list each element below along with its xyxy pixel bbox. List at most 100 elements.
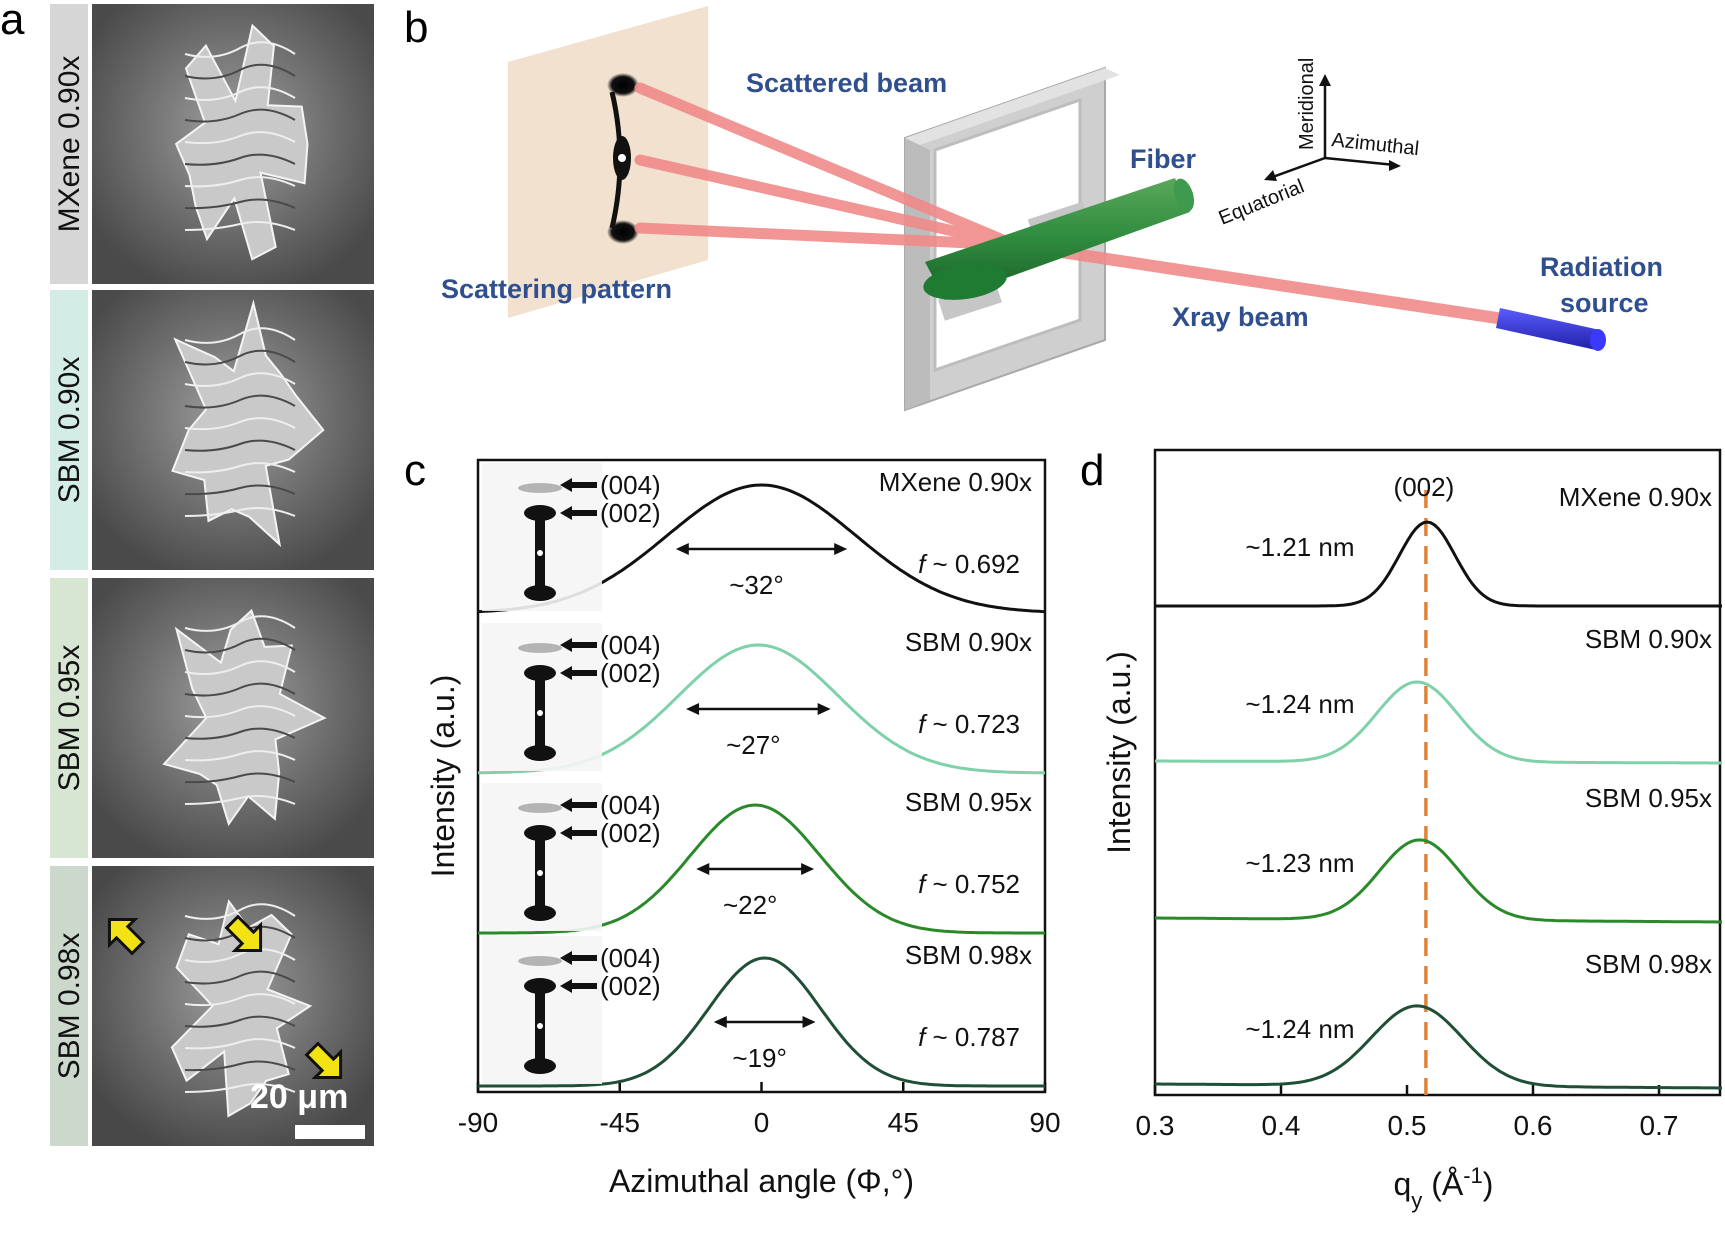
inset-arrow-head [560, 638, 572, 652]
inset-arrow-head [560, 666, 572, 680]
x-axis-label: qy (Å-1) [1394, 1163, 1494, 1213]
panel-c-chart: -90 -45 0 45 90 Azimuthal angle (Φ,°) Intensit… [425, 458, 1061, 1199]
fiber-shape [923, 178, 1195, 300]
panel-letter-b: b [404, 3, 428, 52]
axis-azimuthal-label: Azimuthal [1330, 129, 1420, 160]
fwhm-label: ~22° [723, 890, 778, 920]
detector-screen [508, 6, 708, 318]
radiation-source-shape [1496, 308, 1606, 351]
inset-2d-pattern [482, 623, 602, 771]
panel-b-schematic: Meridional Azimuthal Equatorial Scattere… [441, 6, 1663, 412]
y-axis-label: Intensity (a.u.) [425, 675, 461, 878]
xray-beam-label: Xray beam [1172, 302, 1309, 332]
inset-arrow-head [560, 798, 572, 812]
scattering-pattern-label: Scattering pattern [441, 274, 672, 304]
xray-beam-line [1009, 239, 1516, 326]
x-tick-label: 0.4 [1262, 1110, 1301, 1141]
series-line [478, 956, 1045, 1088]
fwhm-arrow-head [696, 863, 710, 875]
x-tick-label: -90 [458, 1107, 498, 1138]
panel-letter-a: a [0, 0, 25, 44]
inset-arrow-head [560, 951, 572, 965]
fwhm-arrow-head [713, 1016, 727, 1028]
arrow-icon [107, 917, 146, 956]
series-name-label: SBM 0.90x [1585, 624, 1712, 654]
reference-line-label: (002) [1394, 472, 1455, 502]
series-name-label: MXene 0.90x [879, 467, 1032, 497]
series-line [1155, 838, 1722, 924]
x-tick-label: 45 [888, 1107, 919, 1138]
sem-image [92, 290, 374, 570]
d-spacing-label: ~1.24 nm [1245, 1014, 1354, 1044]
series-name-label: SBM 0.98x [905, 940, 1032, 970]
series-name-label: SBM 0.95x [905, 787, 1032, 817]
d-spacing-label: ~1.21 nm [1245, 532, 1354, 562]
axis-meridional-label: Meridional [1296, 58, 1318, 150]
inset-arrow-head [560, 506, 572, 520]
inset-peak-label: (004) [600, 943, 661, 973]
sample-label-bg [50, 4, 88, 284]
inset-2d-pattern [482, 783, 602, 931]
sem-image [92, 4, 374, 284]
orientation-factor-label: f ~ 0.752 [918, 869, 1020, 899]
fwhm-arrow-head [801, 863, 815, 875]
inset-arrow-head [560, 478, 572, 492]
inset-peak-label: (004) [600, 630, 661, 660]
orientation-factor-label: f ~ 0.723 [918, 709, 1020, 739]
fwhm-label: ~19° [732, 1043, 787, 1073]
plot-frame [1153, 448, 1722, 1097]
series-line [1155, 1004, 1722, 1090]
scale-bar: 20 μm [250, 1078, 365, 1139]
x-tick-label: 0.5 [1388, 1110, 1427, 1141]
x-tick-label: 0.3 [1136, 1110, 1175, 1141]
fwhm-arrow-head [817, 703, 831, 715]
fwhm-label: ~27° [726, 730, 781, 760]
arrow-icon [224, 914, 263, 953]
scattered-beams [634, 82, 1021, 251]
series-name-label: MXene 0.90x [1559, 482, 1712, 512]
sem-image [92, 866, 374, 1146]
panel-d-chart: 0.3 0.4 0.5 0.6 0.7 qy (Å-1) Intensity (a.u.) (… [1101, 448, 1722, 1213]
scattering-pattern-image [607, 73, 639, 244]
sem-sample-label: SBM 0.95x [53, 645, 86, 792]
series-line [1155, 680, 1722, 765]
d-spacing-label: ~1.24 nm [1245, 689, 1354, 719]
panel-letter-d: d [1080, 446, 1104, 495]
sample-label-bg [50, 290, 88, 570]
sample-label-bg [50, 578, 88, 858]
sem-sample-label: SBM 0.90x [53, 357, 86, 504]
scattered-beam-label: Scattered beam [746, 68, 947, 98]
fwhm-arrow-head [802, 1016, 816, 1028]
inset-peak-label: (004) [600, 790, 661, 820]
x-tick-label: 90 [1029, 1107, 1060, 1138]
inset-peak-label: (004) [600, 470, 661, 500]
x-tick-label: 0.7 [1640, 1110, 1679, 1141]
series-name-label: SBM 0.98x [1585, 949, 1712, 979]
x-axis-label: Azimuthal angle (Φ,°) [609, 1163, 914, 1199]
sem-image [92, 578, 374, 858]
inset-peak-label: (002) [600, 658, 661, 688]
sample-label-bg [50, 866, 88, 1146]
inset-peak-label: (002) [600, 498, 661, 528]
arrow-icon [304, 1041, 343, 1080]
series-name-label: SBM 0.90x [905, 627, 1032, 657]
axis-triad [1264, 74, 1401, 181]
x-tick-label: 0 [754, 1107, 770, 1138]
fiber-label: Fiber [1130, 144, 1197, 174]
panel-a-sem-images: MXene 0.90x SBM 0.90x SBM 0.95x SBM 0.98x [50, 4, 374, 1146]
series-name-label: SBM 0.95x [1585, 783, 1712, 813]
inset-peak-label: (002) [600, 818, 661, 848]
inset-arrow-head [560, 979, 572, 993]
radiation-source-label-2: source [1560, 288, 1649, 318]
x-tick-label: -45 [600, 1107, 640, 1138]
panel-letter-c: c [404, 446, 426, 495]
orientation-factor-label: f ~ 0.787 [918, 1022, 1020, 1052]
axis-equatorial-label: Equatorial [1216, 175, 1308, 229]
series-line [1155, 520, 1722, 608]
y-axis-label: Intensity (a.u.) [1101, 651, 1137, 854]
x-tick-label: 0.6 [1514, 1110, 1553, 1141]
radiation-source-label-1: Radiation [1540, 252, 1663, 282]
sem-sample-label: SBM 0.98x [53, 933, 86, 1080]
scale-bar-line [295, 1125, 365, 1139]
